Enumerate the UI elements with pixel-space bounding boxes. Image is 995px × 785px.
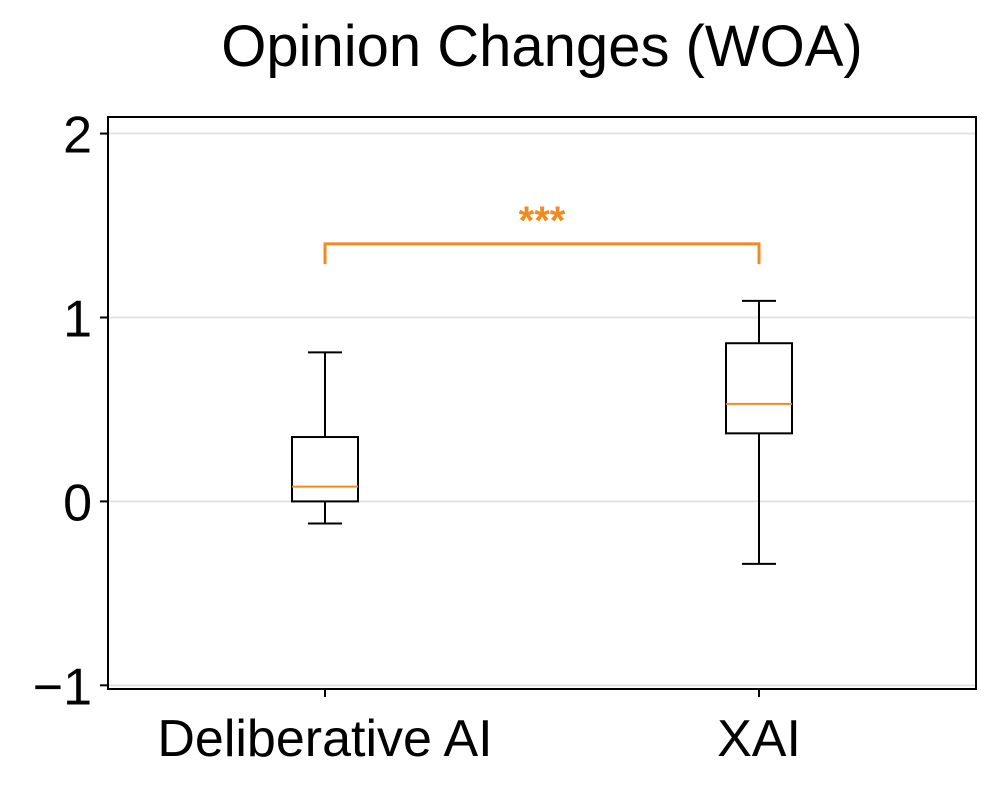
x-tick-label: XAI — [717, 710, 801, 768]
x-axis: Deliberative AI XAI — [157, 689, 801, 768]
significance-label: *** — [519, 199, 566, 243]
iqr-box — [725, 342, 793, 435]
y-tick-label: 0 — [63, 474, 92, 532]
y-tick-label: −1 — [33, 658, 92, 716]
y-tick-label: 1 — [63, 290, 92, 348]
y-axis: −1 0 1 2 — [33, 107, 108, 716]
bracket-line — [323, 242, 761, 265]
iqr-box — [291, 436, 359, 503]
box-0 — [291, 351, 359, 525]
y-tick-label: 2 — [63, 107, 92, 165]
gridlines — [108, 132, 976, 687]
plot-frame — [107, 116, 977, 690]
significance-bracket: *** — [323, 199, 761, 265]
chart-title: Opinion Changes (WOA) — [221, 14, 862, 79]
box-1 — [725, 299, 793, 565]
boxes — [291, 299, 793, 565]
x-tick-label: Deliberative AI — [157, 710, 492, 768]
